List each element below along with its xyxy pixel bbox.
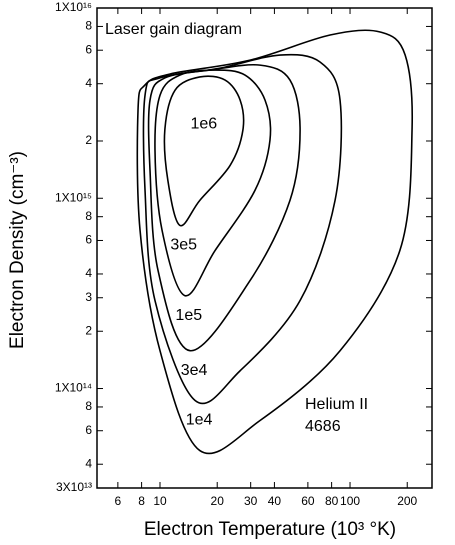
x-tick-label: 30 [244, 494, 258, 508]
y-tick-label: 3X10¹³ [56, 480, 92, 494]
y-tick-label: 6 [85, 42, 92, 56]
contour-line [147, 63, 301, 352]
y-tick-label: 1X10¹⁶ [55, 0, 92, 14]
y-axis-label: Electron Density (cm⁻³) [7, 151, 28, 349]
contour-label: 3e4 [181, 362, 208, 379]
annotation: Helium II [305, 396, 368, 413]
y-tick-label: 1X10¹⁵ [55, 190, 92, 204]
contour-line [136, 29, 414, 455]
y-tick-label: 3 [85, 290, 92, 304]
x-tick-label: 20 [211, 494, 225, 508]
x-tick-label: 200 [397, 494, 417, 508]
x-axis-label: Electron Temperature (10³ °K) [144, 519, 396, 540]
chart-title: Laser gain diagram [105, 21, 242, 38]
y-tick-label: 4 [85, 456, 92, 470]
contour-label: 1e4 [186, 412, 213, 429]
y-tick-label: 4 [85, 266, 92, 280]
x-tick-label: 40 [268, 494, 282, 508]
y-tick-label: 1X10¹⁴ [55, 381, 92, 395]
y-tick-label: 8 [85, 399, 92, 413]
contour-line [163, 75, 245, 227]
contour-line [154, 69, 272, 297]
y-tick-label: 2 [85, 323, 92, 337]
contour-label: 1e5 [175, 307, 202, 324]
contour-label: 1e6 [191, 116, 218, 133]
y-tick-label: 6 [85, 423, 92, 437]
x-tick-label: 100 [340, 494, 360, 508]
x-tick-label: 8 [138, 494, 145, 508]
y-tick-label: 6 [85, 233, 92, 247]
y-tick-label: 4 [85, 76, 92, 90]
contour-label: 3e5 [170, 237, 197, 254]
contour-line [142, 53, 343, 405]
y-tick-label: 2 [85, 133, 92, 147]
plot-frame [96, 7, 433, 489]
x-tick-label: 10 [153, 494, 167, 508]
x-tick-label: 80 [325, 494, 339, 508]
x-tick-label: 6 [115, 494, 122, 508]
x-tick-label: 60 [301, 494, 315, 508]
y-tick-label: 8 [85, 19, 92, 33]
y-tick-label: 8 [85, 209, 92, 223]
annotation: 4686 [305, 418, 341, 435]
